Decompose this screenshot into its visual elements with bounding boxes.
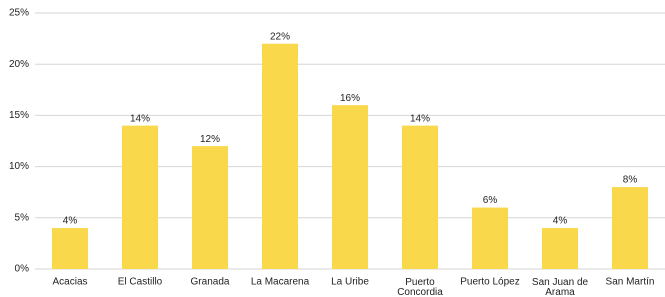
y-tick-label: 15% [9,110,29,121]
y-tick-label: 20% [9,59,29,70]
data-label: 12% [200,134,220,145]
data-label: 4% [553,216,568,227]
bar [262,44,298,269]
x-tick-label: La Uribe [331,277,369,288]
y-tick-label: 10% [9,161,29,172]
y-tick-label: 0% [15,264,30,275]
x-tick-label: La Macarena [251,277,310,288]
y-tick-label: 25% [9,8,29,19]
x-tick-label: San Martín [606,277,655,288]
y-tick-label: 5% [15,212,30,223]
data-label: 16% [340,93,360,104]
x-tick-label: Puerto López [460,277,520,288]
data-label: 4% [63,216,78,227]
bar [542,228,578,269]
bar [612,187,648,269]
bar [472,208,508,269]
data-label: 22% [270,31,290,42]
bar [402,126,438,269]
x-tick-label: El Castillo [118,277,163,288]
bar [52,228,88,269]
x-tick-label: Granada [191,277,230,288]
data-label: 14% [410,113,430,124]
data-label: 14% [130,113,150,124]
bar [332,105,368,269]
x-tick-label: Acacias [52,277,87,288]
data-label: 8% [623,175,638,186]
bar [192,146,228,269]
chart: 0% 5% 10% 15% 20% 25% Acacias 4% El Castillo 14% G… [0,0,665,297]
bar [122,126,158,269]
data-label: 6% [483,195,498,206]
